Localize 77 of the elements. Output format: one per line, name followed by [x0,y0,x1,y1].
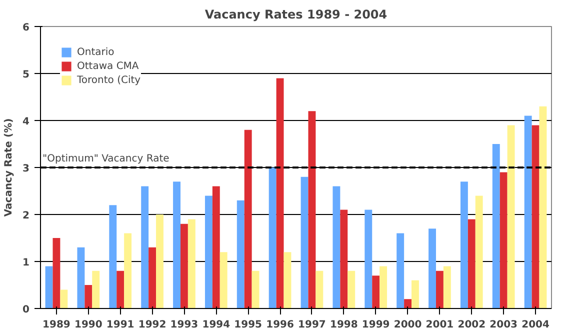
bar [539,106,547,308]
bar [173,182,180,308]
y-tick-label: 6 [22,22,30,34]
x-tick-label: 1994 [202,320,230,330]
bar [396,233,404,308]
bar [300,176,308,308]
legend-label: Ottawa CMA [77,60,139,72]
x-tick-label: 1990 [74,320,102,330]
bar [92,270,100,308]
bar [284,252,292,308]
bar [468,219,476,308]
bar [212,186,220,308]
x-tick-label: 2000 [394,320,422,330]
bar [380,266,388,308]
bar [316,270,324,308]
bar [428,228,436,308]
bar [156,214,164,308]
bar [348,270,356,308]
bar [276,78,284,308]
bar [308,111,316,308]
y-tick-label: 2 [22,210,30,222]
ref-line-label: "Optimum" Vacancy Rate [42,154,170,164]
bar [180,224,188,308]
x-tick-label: 1996 [266,320,294,330]
bar [412,280,419,308]
y-tick-label: 0 [22,304,30,316]
chart-title: Vacancy Rates 1989 - 2004 [204,8,388,22]
bar [268,168,276,308]
bar [188,219,196,308]
x-tick-label: 2002 [458,320,486,330]
bar [84,285,92,308]
y-axis-title: Vacancy Rate (%) [4,118,15,217]
bar [252,270,260,308]
bar [404,299,412,308]
bar [524,116,532,308]
y-tick-label: 1 [22,258,30,268]
x-tick-label: 1989 [42,320,70,330]
x-tick-label: 1993 [170,320,198,330]
bar [45,266,53,308]
bar [340,210,348,308]
legend-label: Toronto (City [77,74,141,86]
x-tick-label: 1995 [234,320,262,330]
x-tick-label: 1991 [106,320,134,330]
bar [532,125,540,308]
bar [141,186,149,308]
bar [372,276,380,308]
legend-label: Ontario [77,46,114,58]
x-tick-label: 2004 [522,320,550,330]
bar [460,182,468,308]
bar [60,290,68,308]
x-tick-label: 2001 [426,320,454,330]
bar [443,266,451,308]
x-tick-label: 1997 [298,320,326,330]
bar [148,247,156,308]
bar [109,205,117,308]
bar [77,247,85,308]
y-tick-label: 5 [22,70,30,80]
bar [507,125,515,308]
bar [475,196,483,308]
x-tick-label: 1999 [362,320,390,330]
bar [436,270,444,308]
y-tick-label: 3 [22,164,30,174]
x-tick-label: 1992 [138,320,166,330]
bar [116,270,124,308]
bar [124,233,132,308]
bar [364,210,372,308]
x-tick-label: 1998 [330,320,358,330]
bar [492,144,500,308]
bar [236,200,244,308]
bar [220,252,228,308]
x-tick-label: 2003 [490,320,518,330]
bar [332,186,340,308]
y-tick-label: 4 [22,116,30,128]
bar [52,238,60,308]
bar [204,196,212,308]
bar [244,130,252,308]
bar [500,172,508,308]
